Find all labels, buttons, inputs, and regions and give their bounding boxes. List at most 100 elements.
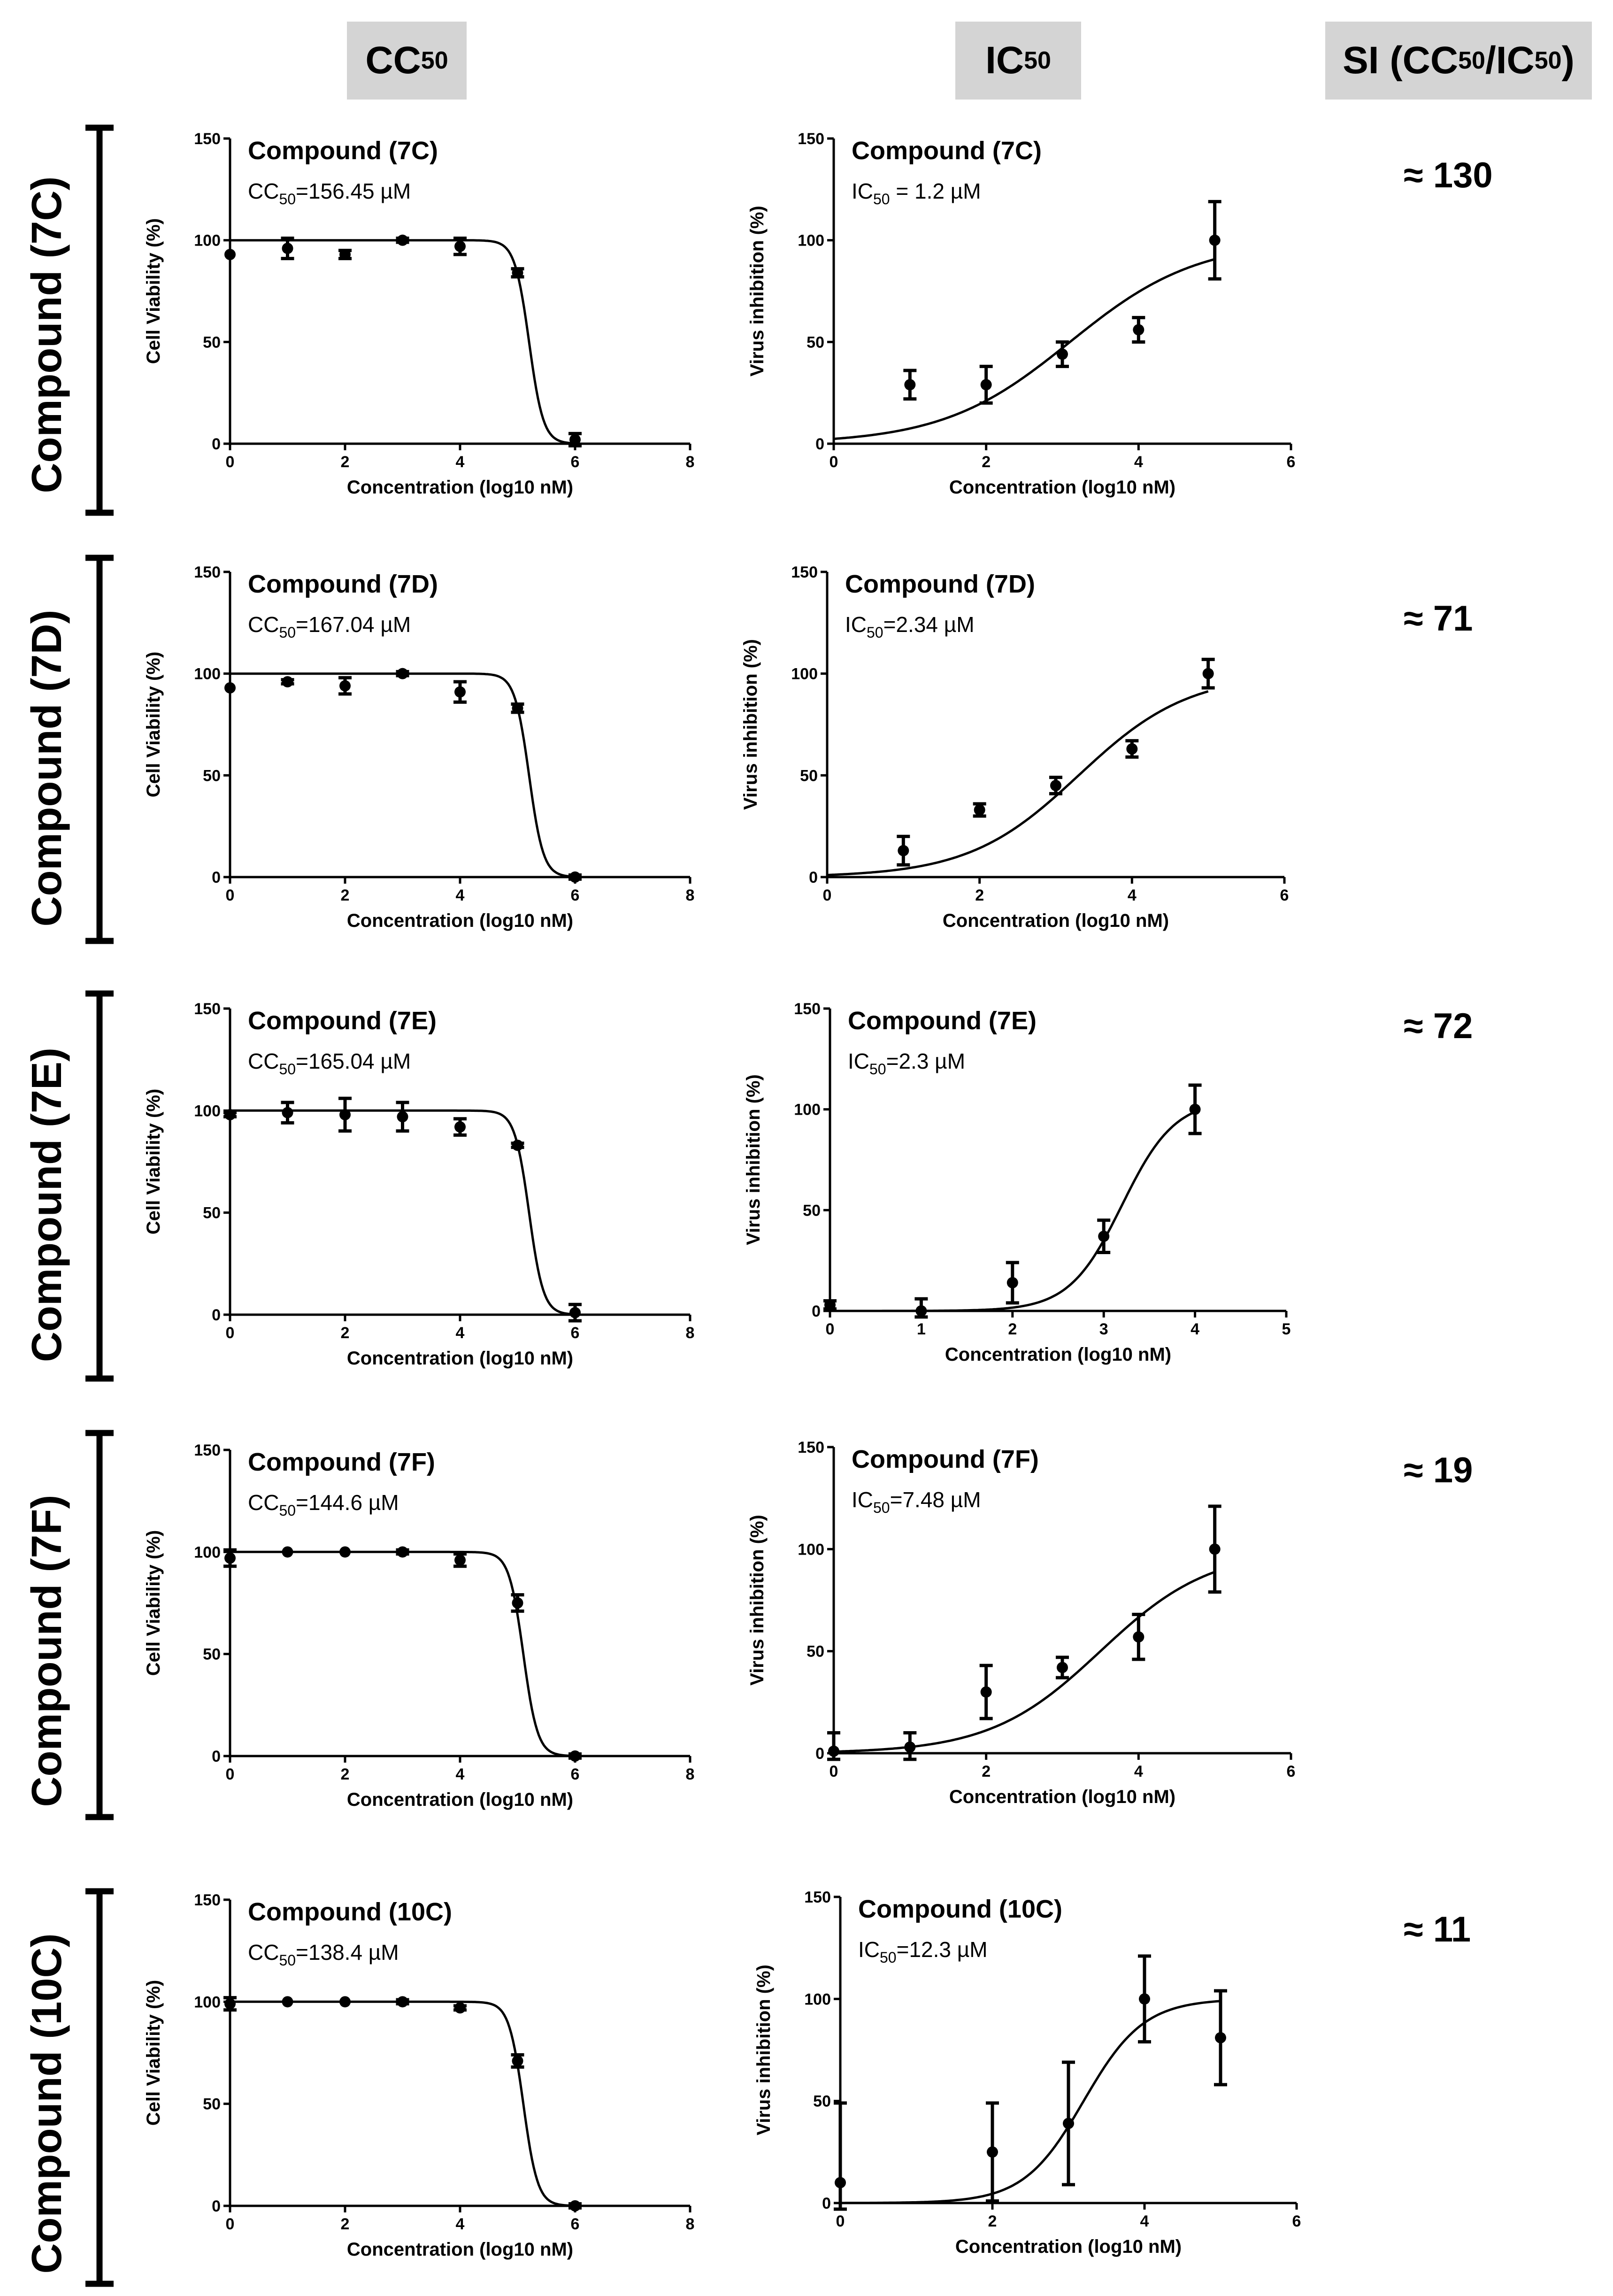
x-tick-label: 4 bbox=[456, 1324, 465, 1342]
si-header-sub1: 50 bbox=[1458, 47, 1485, 74]
data-point bbox=[512, 702, 523, 714]
subtitle-rest: =165.04 µM bbox=[296, 1049, 411, 1073]
x-axis-label: Concentration (log10 nM) bbox=[955, 2236, 1182, 2257]
y-tick-label: 0 bbox=[212, 2197, 221, 2215]
y-tick-label: 0 bbox=[812, 1302, 821, 1320]
subtitle-sub: 50 bbox=[873, 1499, 890, 1516]
data-point bbox=[454, 2002, 466, 2014]
data-point bbox=[1139, 1993, 1150, 2005]
x-tick-label: 2 bbox=[341, 1324, 350, 1342]
y-tick-label: 100 bbox=[791, 665, 818, 683]
data-point bbox=[454, 1554, 466, 1566]
y-tick-label: 0 bbox=[212, 1306, 221, 1324]
x-tick-label: 4 bbox=[1140, 2212, 1149, 2230]
subtitle-sub: 50 bbox=[869, 1061, 886, 1078]
x-axis-label: Concentration (log10 nM) bbox=[943, 910, 1169, 931]
data-point bbox=[282, 676, 293, 687]
x-tick-label: 0 bbox=[226, 1765, 235, 1783]
y-tick-label: 100 bbox=[804, 1990, 831, 2008]
x-tick-label: 4 bbox=[456, 1765, 465, 1783]
y-axis-label: Cell Viability (%) bbox=[143, 1089, 164, 1234]
data-point bbox=[898, 845, 909, 856]
chart-subtitle: IC50=2.3 µM bbox=[848, 1049, 965, 1078]
data-point bbox=[904, 1741, 916, 1753]
data-point bbox=[1063, 2118, 1074, 2129]
data-point bbox=[569, 1307, 581, 1318]
x-axis-label: Concentration (log10 nM) bbox=[347, 1348, 573, 1369]
data-point bbox=[1133, 324, 1144, 336]
x-tick-label: 8 bbox=[686, 886, 695, 904]
y-tick-label: 150 bbox=[798, 1439, 824, 1456]
data-point bbox=[224, 1552, 236, 1564]
data-point bbox=[512, 1597, 523, 1609]
y-tick-label: 0 bbox=[815, 1745, 824, 1763]
data-point bbox=[1057, 348, 1068, 360]
x-tick-label: 6 bbox=[1292, 2212, 1301, 2230]
data-point bbox=[224, 1109, 236, 1121]
subtitle-rest: =156.45 µM bbox=[296, 179, 411, 203]
subtitle-main: CC bbox=[248, 1049, 279, 1073]
y-tick-label: 150 bbox=[804, 1888, 831, 1906]
chart-title: Compound (7C) bbox=[248, 137, 438, 165]
data-point bbox=[1098, 1231, 1110, 1242]
cc50-header-main: CC bbox=[365, 39, 421, 82]
row-bracket bbox=[85, 555, 114, 944]
x-tick-label: 6 bbox=[571, 453, 580, 471]
y-tick-label: 100 bbox=[194, 665, 221, 683]
data-point bbox=[980, 1686, 992, 1698]
chart-subtitle: CC50=144.6 µM bbox=[248, 1490, 399, 1519]
data-point bbox=[569, 434, 581, 446]
x-tick-label: 8 bbox=[686, 2215, 695, 2233]
subtitle-rest: =12.3 µM bbox=[897, 1937, 988, 1962]
x-tick-label: 5 bbox=[1282, 1320, 1291, 1338]
y-tick-label: 50 bbox=[813, 2093, 831, 2111]
ic50-header-sub: 50 bbox=[1024, 47, 1051, 74]
x-tick-label: 2 bbox=[982, 453, 991, 471]
y-tick-label: 100 bbox=[194, 1543, 221, 1561]
x-axis-label: Concentration (log10 nM) bbox=[347, 477, 573, 498]
x-tick-label: 8 bbox=[686, 1765, 695, 1783]
subtitle-sub: 50 bbox=[279, 191, 296, 208]
si-header: SI (CC 50/IC 50) bbox=[1325, 22, 1592, 100]
chart-title: Compound (10C) bbox=[858, 1895, 1062, 1923]
x-tick-label: 2 bbox=[341, 453, 350, 471]
y-tick-label: 50 bbox=[203, 767, 221, 785]
y-tick-label: 0 bbox=[809, 869, 818, 886]
data-point bbox=[1202, 668, 1214, 679]
y-tick-label: 0 bbox=[815, 435, 824, 453]
subtitle-sub: 50 bbox=[873, 191, 890, 208]
data-point bbox=[339, 249, 351, 260]
data-point bbox=[339, 1996, 351, 2008]
x-axis-label: Concentration (log10 nM) bbox=[347, 910, 573, 931]
x-tick-label: 4 bbox=[1128, 886, 1137, 904]
x-tick-label: 2 bbox=[982, 1763, 991, 1780]
y-tick-label: 150 bbox=[194, 1891, 221, 1909]
subtitle-sub: 50 bbox=[867, 624, 883, 641]
si-value-10c: ≈ 11 bbox=[1404, 1910, 1471, 1949]
chart-title: Compound (7F) bbox=[248, 1448, 435, 1476]
data-point bbox=[397, 1546, 408, 1558]
data-point bbox=[569, 871, 581, 883]
x-tick-label: 0 bbox=[226, 1324, 235, 1342]
ic50-header-main: IC bbox=[985, 39, 1024, 82]
x-tick-label: 6 bbox=[1280, 886, 1289, 904]
fit-curve bbox=[833, 258, 1215, 440]
data-point bbox=[569, 1750, 581, 1762]
x-tick-label: 2 bbox=[975, 886, 984, 904]
x-tick-label: 6 bbox=[1287, 1763, 1296, 1780]
data-point bbox=[915, 1305, 927, 1317]
data-point bbox=[1215, 2032, 1226, 2043]
y-axis-label: Virus inhibition (%) bbox=[747, 206, 768, 377]
y-tick-label: 150 bbox=[791, 563, 818, 581]
chart-title: Compound (10C) bbox=[248, 1898, 452, 1926]
x-tick-label: 4 bbox=[1191, 1320, 1199, 1338]
data-point bbox=[282, 1996, 293, 2008]
si-header-sub2: 50 bbox=[1534, 47, 1562, 74]
x-tick-label: 0 bbox=[226, 453, 235, 471]
x-tick-label: 8 bbox=[686, 1324, 695, 1342]
x-tick-label: 0 bbox=[226, 886, 235, 904]
x-tick-label: 0 bbox=[823, 886, 832, 904]
chart-subtitle: IC50 = 1.2 µM bbox=[852, 179, 981, 208]
